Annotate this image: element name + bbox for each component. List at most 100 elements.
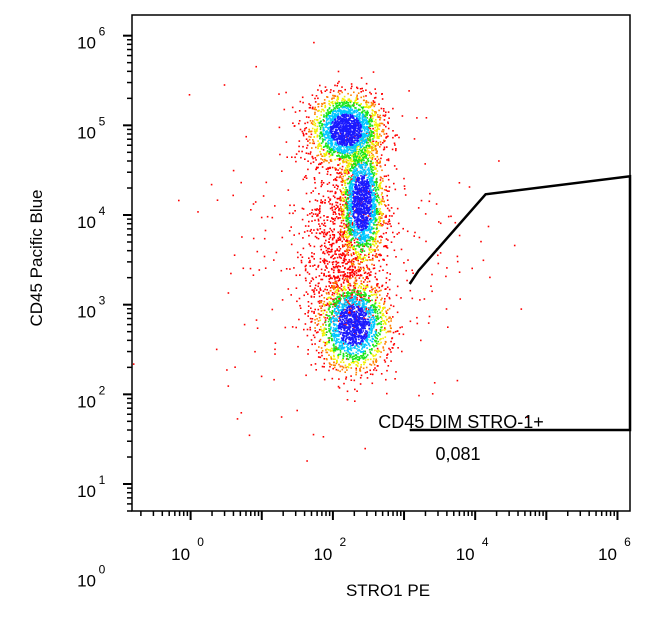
data-point — [346, 165, 348, 167]
data-point — [489, 276, 491, 279]
data-point — [362, 284, 365, 287]
data-point — [370, 294, 373, 296]
data-point — [352, 183, 354, 185]
data-point — [358, 268, 360, 271]
data-point — [309, 130, 311, 133]
data-point — [374, 315, 377, 317]
data-point — [306, 328, 309, 331]
data-point — [366, 341, 369, 344]
data-point — [351, 164, 353, 166]
data-point — [360, 248, 362, 251]
data-point — [349, 163, 352, 166]
data-point — [334, 143, 336, 146]
data-point — [345, 352, 347, 354]
data-point — [349, 168, 352, 170]
data-point — [341, 107, 344, 109]
data-point — [323, 219, 325, 222]
data-point — [379, 176, 382, 178]
data-point — [352, 248, 355, 251]
data-point — [347, 223, 350, 225]
data-point — [349, 293, 352, 295]
data-point — [373, 218, 376, 220]
data-point — [335, 106, 338, 108]
data-point — [322, 341, 325, 343]
data-point — [329, 142, 332, 145]
data-point — [355, 111, 358, 114]
data-point — [341, 97, 344, 100]
data-point — [342, 150, 345, 152]
data-point — [350, 145, 353, 148]
data-point — [381, 317, 383, 320]
data-point — [375, 320, 378, 322]
data-point — [323, 378, 326, 381]
data-point — [298, 120, 301, 122]
data-point — [252, 274, 255, 276]
data-point — [291, 326, 294, 328]
data-point — [368, 274, 371, 277]
data-point — [354, 228, 356, 231]
data-point — [334, 208, 336, 211]
data-point — [344, 102, 347, 104]
data-point — [353, 241, 356, 244]
data-point — [375, 112, 377, 114]
data-point — [329, 234, 331, 237]
data-point — [329, 166, 331, 169]
data-point — [331, 248, 333, 251]
data-point — [359, 104, 361, 107]
data-point — [232, 169, 235, 172]
data-point — [330, 327, 332, 330]
data-point — [340, 254, 343, 256]
data-point — [333, 318, 335, 320]
data-point — [255, 65, 257, 68]
data-point — [381, 217, 383, 219]
data-point — [347, 218, 349, 221]
data-point — [372, 202, 374, 205]
data-point — [353, 225, 356, 227]
data-point — [309, 261, 311, 264]
data-point — [320, 145, 322, 147]
data-point — [376, 342, 378, 345]
data-point — [348, 297, 351, 299]
data-point — [375, 143, 378, 146]
data-point — [351, 109, 353, 111]
data-point — [352, 303, 354, 306]
data-point — [341, 159, 344, 162]
data-point — [393, 142, 396, 145]
data-point — [273, 378, 275, 381]
data-point — [314, 199, 317, 201]
data-point — [336, 201, 339, 204]
data-point — [324, 104, 326, 107]
data-point — [359, 377, 362, 379]
data-point — [404, 194, 407, 196]
data-point — [323, 328, 326, 330]
data-point — [354, 249, 356, 251]
data-point — [352, 352, 354, 355]
data-point — [330, 245, 333, 248]
data-point — [370, 178, 373, 180]
data-point — [360, 295, 362, 297]
data-point — [322, 149, 325, 151]
data-point — [392, 331, 395, 334]
data-point — [374, 249, 376, 251]
data-point — [346, 241, 349, 244]
data-point — [362, 163, 364, 166]
data-point — [381, 93, 383, 95]
data-point — [356, 254, 358, 256]
data-point — [351, 263, 353, 266]
data-point — [335, 304, 337, 307]
data-point — [315, 276, 317, 279]
data-point — [330, 297, 332, 300]
data-point — [382, 346, 384, 348]
data-point — [375, 199, 377, 201]
data-point — [348, 108, 350, 111]
data-point — [382, 114, 385, 117]
data-point — [358, 305, 360, 307]
data-point — [312, 334, 315, 337]
data-point — [336, 249, 338, 252]
data-point — [380, 338, 382, 340]
data-point — [328, 201, 330, 203]
data-point — [324, 154, 327, 156]
data-point — [382, 220, 385, 223]
data-point — [391, 337, 393, 340]
data-point — [364, 115, 367, 118]
